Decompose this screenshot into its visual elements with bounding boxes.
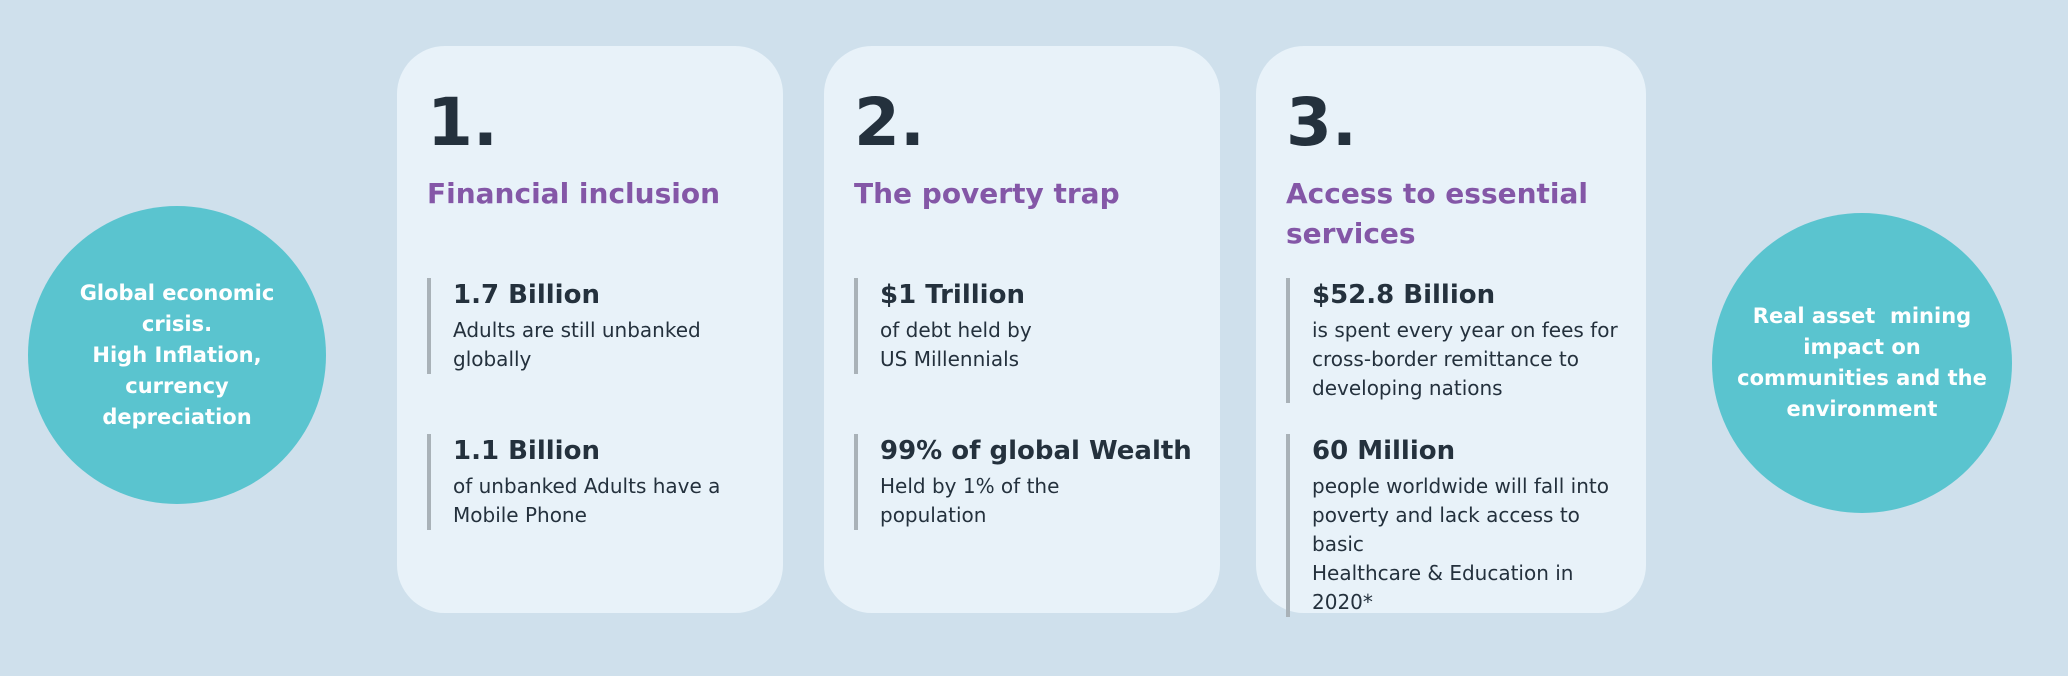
stat-block: $52.8 Billion is spent every year on fee… [1286, 278, 1626, 403]
stat-value: 60 Million [1312, 436, 1456, 466]
stat-block: $1 Trillion of debt held by US Millennia… [854, 278, 1200, 374]
stat-value: 99% of global Wealth [880, 436, 1192, 466]
stat-block: 1.7 Billion Adults are still unbanked gl… [427, 278, 763, 374]
stat-value: 1.7 Billion [453, 280, 600, 310]
card-number: 2. [854, 84, 925, 161]
stat-description: of debt held by US Millennials [880, 318, 1032, 371]
card-title: The poverty trap [854, 177, 1120, 210]
stat-description: people worldwide will fall into poverty … [1312, 474, 1609, 614]
stat-block: 1.1 Billion of unbanked Adults have a Mo… [427, 434, 763, 530]
stat-description: is spent every year on fees for cross-bo… [1312, 318, 1618, 400]
card-access-essential-services: 3. Access to essential services $52.8 Bi… [1256, 46, 1646, 617]
stat-description: Held by 1% of the population [880, 474, 1060, 527]
card-financial-inclusion: 1. Financial inclusion 1.7 Billion Adult… [397, 46, 783, 613]
right-circle-text: Real asset mining impact on communities … [1737, 304, 1987, 421]
stat-description: of unbanked Adults have a Mobile Phone [453, 474, 721, 527]
card-number: 3. [1286, 84, 1357, 161]
stat-value: 1.1 Billion [453, 436, 600, 466]
right-context-circle: Real asset mining impact on communities … [1712, 213, 2012, 513]
left-context-circle: Global economic crisis. High Inflation, … [28, 206, 326, 504]
left-circle-text: Global economic crisis. High Inflation, … [79, 280, 275, 429]
stat-value: $52.8 Billion [1312, 280, 1496, 310]
stat-value: $1 Trillion [880, 280, 1025, 310]
stat-block: 99% of global Wealth Held by 1% of the p… [854, 434, 1200, 530]
card-poverty-trap: 2. The poverty trap $1 Trillion of debt … [824, 46, 1220, 613]
stat-description: Adults are still unbanked globally [453, 318, 701, 371]
card-number: 1. [427, 84, 498, 161]
card-title: Access to essential services [1286, 177, 1589, 250]
stat-block: 60 Million people worldwide will fall in… [1286, 434, 1626, 617]
card-title: Financial inclusion [427, 177, 721, 210]
